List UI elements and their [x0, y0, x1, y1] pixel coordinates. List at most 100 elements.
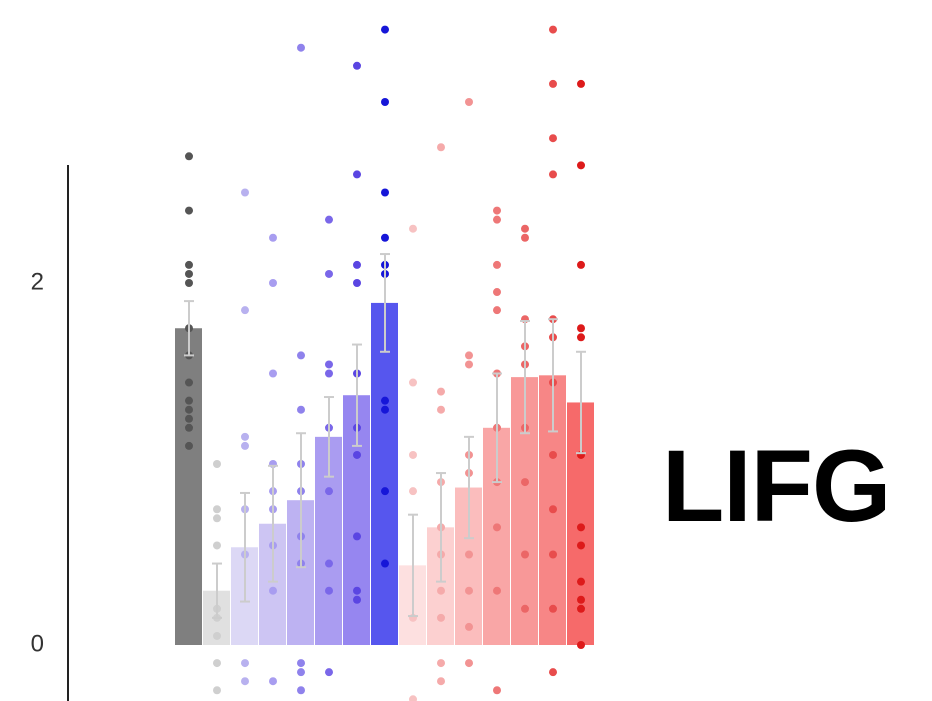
data-point [577, 604, 585, 613]
data-point [437, 387, 445, 396]
data-point [577, 333, 585, 342]
data-point [297, 351, 305, 360]
data-point [269, 586, 277, 595]
data-point [493, 206, 501, 215]
y-axis: 0 2 [31, 165, 69, 701]
bar [371, 302, 398, 645]
data-point [381, 396, 389, 405]
chart-title: LIFG [662, 429, 891, 543]
data-point [241, 188, 249, 197]
data-point [297, 686, 305, 695]
data-point [185, 260, 193, 269]
data-point [185, 396, 193, 405]
data-point [213, 505, 221, 514]
data-point [353, 595, 361, 604]
data-point [465, 351, 473, 360]
data-point [269, 677, 277, 686]
data-point [185, 206, 193, 215]
data-point [549, 668, 557, 677]
y-tick-label: 2 [31, 268, 44, 295]
data-point [353, 450, 361, 459]
data-point [521, 550, 529, 559]
data-point [241, 306, 249, 315]
data-point [213, 631, 221, 640]
data-point [465, 98, 473, 106]
data-point [269, 279, 277, 287]
data-point [493, 215, 501, 224]
data-point [381, 25, 389, 34]
data-point [325, 269, 333, 278]
data-point [213, 686, 221, 695]
data-point [353, 260, 361, 269]
data-point [185, 441, 193, 450]
data-point [465, 360, 473, 369]
data-point [521, 224, 529, 233]
error-bars [184, 253, 586, 619]
bars [175, 302, 594, 645]
data-points [185, 25, 585, 701]
data-point [241, 441, 249, 450]
data-point [409, 224, 417, 233]
data-point [381, 559, 389, 568]
data-point [381, 98, 389, 106]
data-point [325, 360, 333, 369]
data-point [409, 487, 417, 496]
data-point [521, 478, 529, 487]
data-point [213, 460, 221, 468]
data-point [577, 595, 585, 604]
data-point [185, 405, 193, 414]
data-point [549, 79, 557, 88]
data-point [493, 686, 501, 695]
data-point [577, 541, 585, 550]
data-point [493, 306, 501, 315]
data-point [465, 586, 473, 595]
data-point [409, 695, 417, 701]
data-point [381, 233, 389, 242]
data-point [325, 586, 333, 595]
data-point [241, 432, 249, 441]
data-point [577, 523, 585, 532]
data-point [437, 677, 445, 686]
data-point [325, 559, 333, 568]
data-point [493, 523, 501, 532]
data-point [297, 43, 305, 52]
data-point [493, 586, 501, 595]
data-point [521, 604, 529, 613]
data-point [241, 659, 249, 668]
data-point [297, 668, 305, 677]
data-point [185, 152, 193, 161]
data-point [493, 260, 501, 269]
data-point [353, 532, 361, 541]
data-point [465, 550, 473, 559]
data-point [549, 604, 557, 613]
data-point [577, 577, 585, 586]
data-point [353, 586, 361, 595]
data-point [185, 378, 193, 387]
data-point [465, 622, 473, 631]
data-point [549, 25, 557, 34]
data-point [325, 369, 333, 378]
data-point [437, 613, 445, 622]
data-point [185, 269, 193, 278]
y-tick-label: 0 [31, 630, 44, 657]
data-point [353, 61, 361, 70]
data-point [325, 487, 333, 496]
data-point [381, 487, 389, 496]
data-point [549, 450, 557, 459]
data-point [325, 215, 333, 224]
data-point [577, 260, 585, 269]
data-point [213, 659, 221, 668]
data-point [577, 79, 585, 88]
data-point [269, 233, 277, 242]
data-point [437, 143, 445, 152]
data-point [269, 369, 277, 378]
data-point [549, 505, 557, 514]
data-point [297, 405, 305, 414]
data-point [213, 541, 221, 550]
data-point [521, 233, 529, 242]
data-point [353, 279, 361, 287]
data-point [381, 405, 389, 414]
data-point [549, 134, 557, 143]
data-point [465, 659, 473, 668]
